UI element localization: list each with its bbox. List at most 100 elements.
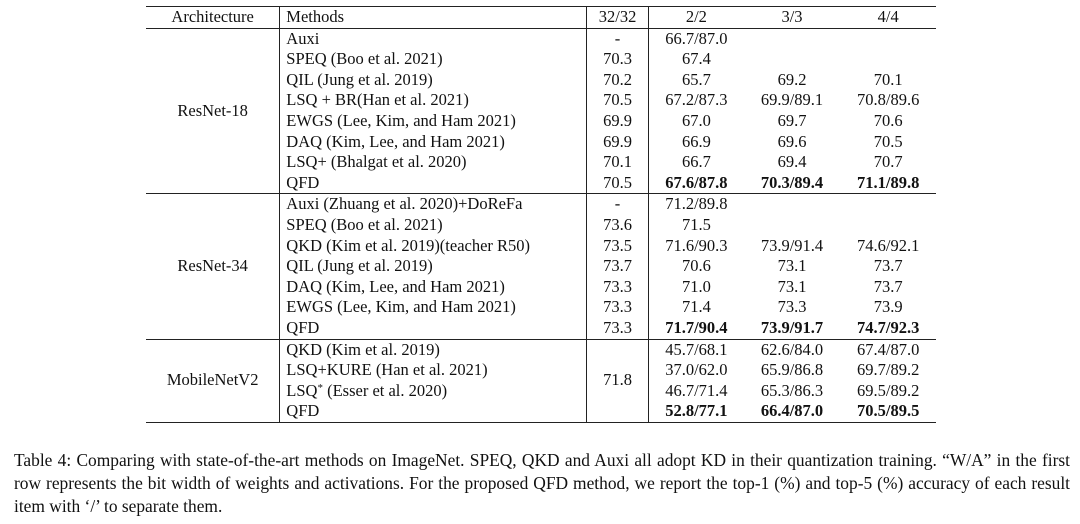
results-table-wrapper: Architecture Methods 32/32 2/2 3/3 4/4 R…	[146, 6, 936, 423]
method-cell: QFD	[279, 317, 588, 339]
method-cell: QKD (Kim et al. 2019)(teacher R50)	[279, 235, 588, 257]
fp-accuracy-cell: 70.1	[586, 152, 650, 173]
method-cell: DAQ (Kim, Lee, and Ham 2021)	[279, 276, 588, 298]
results-table: Architecture Methods 32/32 2/2 3/3 4/4 R…	[146, 6, 936, 423]
accuracy-b4-cell: 69.5/89.2	[856, 380, 920, 400]
accuracy-b2-cell: 70.6	[681, 256, 711, 276]
table-row: QIL (Jung et al. 2019) 73.7 70.6 73.1 73.7	[146, 256, 936, 277]
method-cell: SPEQ (Boo et al. 2021)	[279, 49, 588, 70]
fp-accuracy-cell: 70.2	[586, 69, 650, 91]
table-row: QIL (Jung et al. 2019) 70.2 65.7 69.2 70.1	[146, 69, 936, 91]
table-row: QKD (Kim et al. 2019)(teacher R50) 73.5 71…	[146, 235, 936, 257]
header-3bit: 3/3	[781, 7, 803, 26]
accuracy-b3-cell: 73.9/91.4	[760, 235, 824, 255]
method-cell: LSQ+ (Bhalgat et al. 2020)	[279, 152, 588, 173]
accuracy-b2-cell: 71.6/90.3	[665, 235, 728, 255]
table-body: ResNet-18 Auxi -66.7/87.0 SPEQ (Boo et al. …	[146, 28, 936, 423]
header-2bit: 2/2	[685, 7, 707, 26]
accuracy-b4-cell: 70.5	[873, 131, 903, 151]
fp-accuracy-cell: 73.3	[586, 317, 650, 339]
accuracy-b3-cell: 65.3/86.3	[760, 380, 824, 400]
accuracy-b3-cell: 73.1	[777, 256, 807, 276]
method-cell: QIL (Jung et al. 2019)	[279, 256, 588, 277]
fp-accuracy-cell: 70.5	[586, 90, 650, 111]
accuracy-b3-cell	[744, 49, 841, 70]
accuracy-b4-cell: 70.1	[873, 69, 903, 89]
fp-accuracy-cell: 70.5	[586, 172, 650, 194]
header-fp: 32/32	[586, 6, 650, 29]
table-row: DAQ (Kim, Lee, and Ham 2021) 73.3 71.0 73.1…	[146, 276, 936, 298]
method-cell: LSQ + BR(Han et al. 2021)	[279, 90, 588, 111]
accuracy-b3-cell	[744, 215, 841, 236]
table-row: QFD 70.5 67.6/87.8 70.3/89.4 71.1/89.8	[146, 172, 936, 194]
fp-accuracy-cell: 73.5	[586, 235, 650, 257]
accuracy-b4-cell: 70.6	[873, 110, 903, 130]
accuracy-b4-cell: 74.6/92.1	[856, 235, 920, 255]
method-name: LSQ	[286, 380, 318, 400]
accuracy-b4-cell	[840, 215, 936, 236]
table-row: SPEQ (Boo et al. 2021) 73.6 71.5	[146, 214, 936, 236]
table-row: QFD 52.8/77.1 66.4/87.0 70.5/89.5	[146, 401, 936, 423]
accuracy-b2-cell: 67.6/87.8	[665, 172, 728, 192]
header-4bit: 4/4	[877, 7, 899, 26]
table-row: LSQ* (Esser et al. 2020) 46.7/71.4 65.3/86…	[146, 380, 936, 402]
accuracy-b3-cell: 69.7	[777, 110, 807, 130]
accuracy-b3-cell: 70.3/89.4	[760, 172, 824, 192]
accuracy-b2-cell: 67.0	[681, 110, 711, 130]
accuracy-b2-cell: 52.8/77.1	[665, 401, 728, 421]
accuracy-b4-cell	[840, 49, 936, 70]
accuracy-b4-cell: 71.1/89.8	[856, 172, 920, 192]
method-cell: QKD (Kim et al. 2019)	[279, 339, 588, 361]
accuracy-b2-cell: 66.9	[681, 131, 711, 151]
accuracy-b2-cell: 67.2/87.3	[665, 90, 728, 110]
accuracy-b2-cell: 46.7/71.4	[665, 380, 728, 400]
method-cell: LSQ+KURE (Han et al. 2021)	[279, 360, 588, 381]
fp-accuracy-cell: 69.9	[586, 110, 650, 132]
table-row: DAQ (Kim, Lee, and Ham 2021) 69.9 66.9 69.6…	[146, 131, 936, 153]
fp-accuracy-cell: 73.3	[586, 276, 650, 298]
architecture-cell: MobileNetV2	[146, 339, 281, 423]
accuracy-b2-cell: 71.4	[681, 297, 711, 317]
method-cell: EWGS (Lee, Kim, and Ham 2021)	[279, 297, 588, 318]
architecture-cell: ResNet-18	[146, 28, 281, 194]
accuracy-b3-cell: 69.2	[777, 69, 807, 89]
fp-accuracy-cell: 73.3	[586, 297, 650, 318]
accuracy-b2-cell: 71.5	[681, 214, 711, 234]
accuracy-b4-cell: 70.7	[873, 152, 903, 172]
method-cell: Auxi (Zhuang et al. 2020)+DoReFa	[279, 193, 588, 215]
accuracy-b3-cell: 73.1	[777, 276, 807, 296]
accuracy-b3-cell: 73.3	[777, 297, 807, 317]
header-methods: Methods	[279, 6, 588, 29]
method-superscript: *	[317, 381, 323, 394]
table-caption: Table 4: Comparing with state-of-the-art…	[14, 450, 1070, 516]
table-row: ResNet-34 Auxi (Zhuang et al. 2020)+DoReF…	[146, 193, 936, 339]
method-cell: QFD	[279, 172, 588, 194]
table-row: ResNet-18 Auxi -66.7/87.0	[146, 28, 936, 194]
accuracy-b4-cell: 67.4/87.0	[856, 339, 920, 359]
fp-accuracy-cell: 70.3	[586, 49, 650, 70]
accuracy-b2-cell: 65.7	[681, 69, 711, 89]
accuracy-b4-cell: 73.7	[873, 256, 903, 276]
method-cell: QFD	[279, 401, 588, 423]
table-row: LSQ+ (Bhalgat et al. 2020) 70.1 66.7 69.4 70…	[146, 152, 936, 173]
accuracy-b3-cell: 65.9/86.8	[760, 360, 824, 380]
method-cell: QIL (Jung et al. 2019)	[279, 69, 588, 91]
accuracy-b2-cell: 66.7	[681, 152, 711, 172]
accuracy-b2-cell: 45.7/68.1	[665, 339, 728, 359]
table-row: QFD 73.3 71.7/90.4 73.9/91.7 74.7/92.3	[146, 317, 936, 339]
method-citation: (Esser et al. 2020)	[322, 380, 448, 400]
method-cell: DAQ (Kim, Lee, and Ham 2021)	[279, 131, 588, 153]
fp-accuracy-cell: -	[586, 28, 650, 50]
accuracy-b2-cell: 66.7/87.0	[665, 28, 728, 48]
table-row: SPEQ (Boo et al. 2021) 70.3 67.4	[146, 49, 936, 70]
fp-accuracy-cell: 73.6	[586, 214, 650, 236]
method-cell: Auxi	[279, 28, 588, 50]
accuracy-b4-cell: 69.7/89.2	[856, 360, 920, 380]
table-row: MobileNetV2 QKD (Kim et al. 2019) 71.8 45.7…	[146, 339, 936, 423]
accuracy-b3-cell: 66.4/87.0	[760, 401, 824, 421]
accuracy-b2-cell: 71.2/89.8	[665, 194, 728, 214]
fp-accuracy-cell: 73.7	[586, 256, 650, 277]
accuracy-b2-cell: 71.7/90.4	[665, 317, 728, 337]
accuracy-b4-cell: 70.8/89.6	[856, 90, 920, 110]
table-row: EWGS (Lee, Kim, and Ham 2021) 73.3 71.4 73.…	[146, 297, 936, 318]
